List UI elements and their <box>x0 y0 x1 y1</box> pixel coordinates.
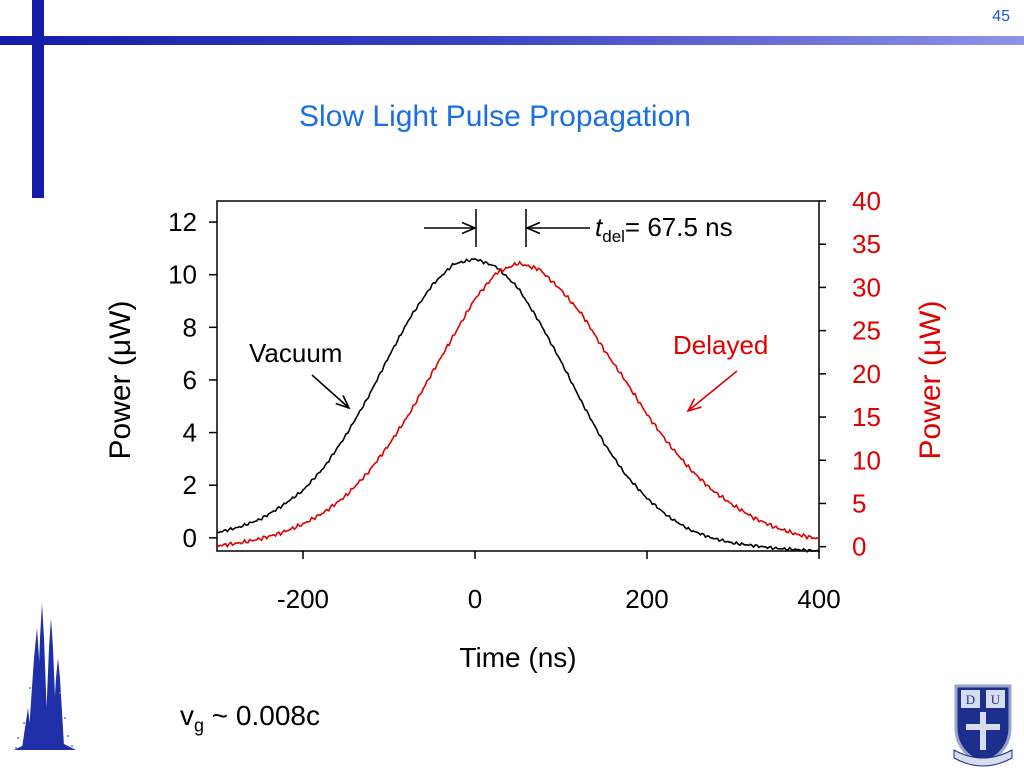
y-tick-label: 6 <box>183 365 197 395</box>
header-bar <box>0 36 1024 45</box>
y2-tick-label: 40 <box>852 186 881 216</box>
delayed-arrow-head <box>686 398 702 413</box>
vg-value: ~ 0.008c <box>204 700 320 731</box>
y-tick-label: 10 <box>168 260 197 290</box>
y2-tick-label: 0 <box>852 532 866 562</box>
side-bar <box>32 0 44 198</box>
delay-subscript: del <box>602 227 625 246</box>
y-tick-label: 2 <box>183 470 197 500</box>
vacuum-arrow <box>311 374 350 409</box>
y2-tick-label: 30 <box>852 272 881 302</box>
svg-text:D: D <box>966 692 975 707</box>
x-tick-label: 400 <box>797 584 840 614</box>
delay-arrow-left-head <box>461 221 478 235</box>
vg-main: v <box>180 700 194 731</box>
series-line-vacuum <box>216 258 819 554</box>
delay-arrow-right-head <box>524 221 541 235</box>
delay-value: = 67.5 ns <box>625 212 733 242</box>
y2-tick-label: 10 <box>852 445 881 475</box>
slide-number: 45 <box>992 8 1010 25</box>
y2-tick-label: 35 <box>852 229 881 259</box>
delayed-label: Delayed <box>673 330 768 360</box>
y-tick-label: 0 <box>183 523 197 553</box>
x-tick-label: 200 <box>625 584 668 614</box>
y-tick-label: 4 <box>183 418 197 448</box>
delayed-arrow <box>687 370 738 412</box>
y-tick-label: 12 <box>168 207 197 237</box>
y2-tick-label: 20 <box>852 359 881 389</box>
y2-tick-label: 25 <box>852 316 881 346</box>
y2-tick-label: 5 <box>852 488 866 518</box>
vg-subscript: g <box>194 715 205 736</box>
series-line-delayed <box>216 260 820 549</box>
y-axis-label: Power (μW) <box>104 301 137 460</box>
y-tick-label: 8 <box>183 312 197 342</box>
x-tick-label: -200 <box>277 584 329 614</box>
delay-t: t <box>595 212 604 242</box>
pulse-logo <box>14 603 76 750</box>
y2-tick-label: 15 <box>852 402 881 432</box>
y2-axis-label: Power (μW) <box>914 301 947 460</box>
plot-frame <box>216 200 820 552</box>
slide-title: Slow Light Pulse Propagation <box>299 100 691 133</box>
svg-text:U: U <box>991 692 1001 707</box>
x-tick-label: 0 <box>468 584 482 614</box>
x-axis-label: Time (ns) <box>459 642 576 673</box>
vacuum-label: Vacuum <box>249 338 342 368</box>
delay-annotation: tdel= 67.5 ns <box>595 212 733 246</box>
plot-layer: -200 0 200 400 0 2 4 6 8 10 12 0 5 10 15 20 25 30 35 40 Time… <box>104 186 947 673</box>
group-velocity-note: vg ~ 0.008c <box>180 700 320 737</box>
vacuum-arrow-head <box>335 395 351 410</box>
university-seal-logo: D U <box>953 684 1013 767</box>
